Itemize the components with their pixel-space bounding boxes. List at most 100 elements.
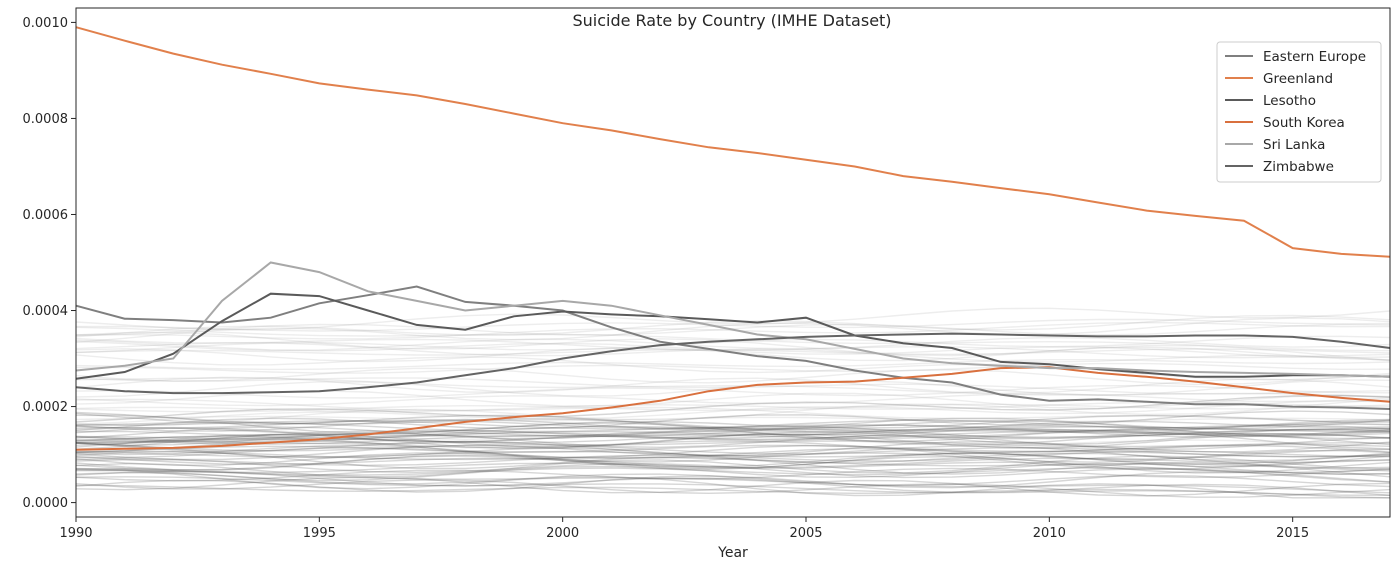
y-axis: 0.0000 0.0002 0.0004 0.0006 0.0008 0.0010 — [23, 16, 76, 511]
legend-label: Zimbabwe — [1263, 159, 1334, 175]
background-country-line — [75, 339, 1391, 359]
background-country-line — [75, 424, 1391, 440]
background-country-line — [75, 337, 1391, 359]
series-line-greenland — [75, 26, 1391, 258]
background-country-line — [75, 432, 1391, 450]
background-country-line — [75, 418, 1391, 443]
background-country-line — [75, 417, 1391, 432]
background-country-line — [75, 476, 1391, 497]
series-lines — [75, 26, 1391, 451]
background-country-line — [75, 479, 1391, 498]
background-country-line — [75, 450, 1391, 478]
legend-label: Eastern Europe — [1263, 49, 1366, 65]
x-axis: 1990 1995 2000 2005 2010 2015 — [59, 517, 1309, 541]
background-country-line — [75, 469, 1390, 499]
background-country-line — [75, 410, 1391, 431]
legend-label: Lesotho — [1263, 93, 1316, 109]
background-country-line — [75, 393, 1391, 407]
background-country-line — [75, 359, 1391, 371]
x-tick-label: 2010 — [1033, 526, 1066, 541]
background-country-line — [75, 403, 1391, 413]
background-country-line — [75, 377, 1391, 398]
x-tick-label: 2015 — [1276, 526, 1309, 541]
background-country-line — [75, 429, 1391, 446]
background-country-line — [75, 484, 1391, 496]
background-country-line — [75, 471, 1391, 488]
background-country-line — [75, 467, 1390, 476]
background-country-line — [75, 427, 1391, 446]
series-line-zimbabwe — [75, 332, 1391, 395]
legend-label: South Korea — [1263, 115, 1345, 131]
background-country-line — [75, 367, 1391, 386]
background-country-line — [75, 400, 1391, 425]
background-country-line — [75, 442, 1391, 469]
background-country-line — [75, 444, 1391, 471]
background-country-line — [75, 423, 1391, 442]
x-tick-label: 1995 — [303, 526, 336, 541]
legend: Eastern Europe Greenland Lesotho South Kore… — [1216, 41, 1382, 183]
background-country-line — [75, 331, 1391, 361]
y-tick-label: 0.0004 — [23, 304, 69, 319]
background-country-line — [75, 438, 1391, 448]
y-tick-label: 0.0002 — [23, 400, 69, 415]
background-country-line — [75, 342, 1391, 363]
background-country-line — [75, 450, 1391, 472]
background-country-line — [75, 384, 1391, 399]
y-tick-label: 0.0006 — [23, 208, 69, 223]
background-country-line — [75, 457, 1391, 474]
background-country-line — [75, 452, 1391, 471]
background-country-line — [75, 452, 1391, 474]
background-country-lines — [75, 307, 1391, 499]
background-country-line — [75, 414, 1391, 450]
background-country-line — [75, 428, 1391, 450]
series-line-lesotho — [75, 292, 1391, 380]
background-country-line — [75, 443, 1391, 454]
background-country-line — [75, 430, 1391, 445]
plot-frame — [75, 7, 1391, 518]
background-country-line — [75, 457, 1391, 483]
y-tick-label: 0.0000 — [23, 496, 69, 511]
background-country-line — [75, 469, 1391, 494]
background-country-line — [75, 398, 1391, 426]
background-country-line — [75, 348, 1391, 356]
background-country-line — [75, 432, 1391, 451]
background-country-line — [75, 450, 1391, 458]
background-country-line — [75, 440, 1391, 461]
background-country-line — [75, 426, 1391, 450]
background-country-line — [75, 467, 1391, 482]
background-country-line — [75, 440, 1391, 462]
background-country-line — [75, 411, 1391, 440]
series-line-south-korea — [75, 366, 1391, 451]
legend-label: Greenland — [1263, 71, 1333, 87]
chart-title: Suicide Rate by Country (IMHE Dataset) — [572, 11, 891, 30]
background-country-line — [75, 435, 1391, 454]
series-line-sri-lanka — [75, 261, 1391, 378]
background-country-line — [75, 470, 1391, 496]
background-country-line — [75, 414, 1391, 435]
background-country-line — [75, 442, 1391, 458]
background-country-line — [75, 336, 1391, 352]
background-country-line — [75, 450, 1391, 467]
y-tick-label: 0.0010 — [23, 16, 69, 31]
x-axis-label: Year — [717, 545, 748, 561]
background-country-line — [75, 307, 1391, 331]
background-country-line — [75, 419, 1391, 429]
background-country-line — [75, 428, 1391, 445]
background-country-line — [75, 335, 1391, 354]
legend-box — [1216, 41, 1382, 183]
background-country-line — [75, 446, 1391, 460]
background-country-line — [75, 362, 1391, 374]
background-country-line — [75, 428, 1391, 441]
background-country-line — [75, 376, 1391, 395]
background-country-line — [75, 415, 1391, 423]
x-tick-label: 2000 — [546, 526, 579, 541]
background-country-line — [75, 398, 1391, 427]
background-country-line — [75, 471, 1391, 493]
x-tick-label: 2005 — [789, 526, 822, 541]
series-line-eastern-europe — [75, 285, 1391, 410]
x-tick-label: 1990 — [59, 526, 92, 541]
background-country-line — [75, 462, 1391, 482]
background-country-line — [75, 476, 1391, 499]
background-country-line — [75, 420, 1391, 434]
